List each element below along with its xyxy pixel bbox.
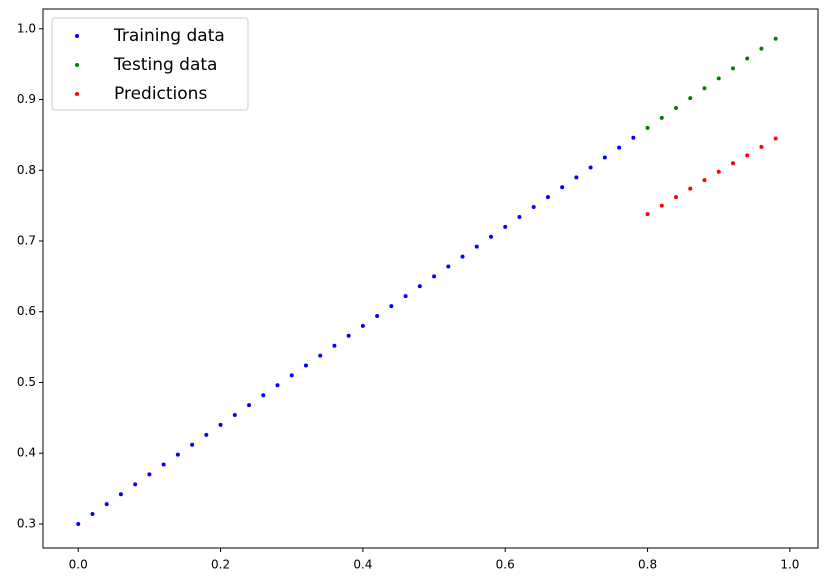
point: [745, 56, 750, 61]
point: [617, 145, 622, 150]
point: [275, 383, 280, 388]
point: [574, 175, 579, 180]
point: [503, 224, 508, 229]
point: [147, 472, 152, 477]
point: [645, 212, 650, 217]
point: [645, 125, 650, 130]
point: [375, 313, 380, 318]
point: [588, 165, 593, 170]
point: [659, 115, 664, 120]
x-tick-label: 0.0: [69, 558, 88, 572]
point: [773, 136, 778, 141]
point: [631, 135, 636, 140]
point: [247, 403, 252, 408]
point: [175, 452, 180, 457]
point: [218, 422, 223, 427]
y-tick-label: 0.3: [17, 516, 36, 530]
point: [716, 76, 721, 81]
legend-label: Predictions: [114, 84, 207, 104]
point: [745, 153, 750, 158]
point: [118, 492, 123, 497]
point: [602, 155, 607, 160]
x-tick-label: 0.4: [353, 558, 372, 572]
point: [674, 106, 679, 111]
point: [318, 353, 323, 358]
y-tick-label: 0.4: [17, 446, 36, 460]
y-tick-label: 0.7: [17, 234, 36, 248]
legend-box: [51, 17, 249, 111]
point: [702, 178, 707, 183]
point: [716, 169, 721, 174]
legend-marker: [75, 92, 79, 96]
point: [133, 482, 138, 487]
point: [759, 46, 764, 51]
point: [517, 214, 522, 219]
axes-frame: [42, 8, 819, 549]
point: [332, 343, 337, 348]
point: [190, 442, 195, 447]
point: [232, 413, 237, 418]
y-tick-label: 0.6: [17, 304, 36, 318]
point: [488, 234, 493, 239]
point: [460, 254, 465, 259]
point: [204, 432, 209, 437]
point: [389, 304, 394, 309]
point: [688, 186, 693, 191]
point: [730, 66, 735, 71]
point: [161, 462, 166, 467]
point: [545, 195, 550, 200]
point: [531, 205, 536, 210]
point: [773, 36, 778, 41]
y-tick-label: 0.5: [17, 375, 36, 389]
legend-marker: [75, 34, 79, 38]
point: [303, 363, 308, 368]
point: [346, 333, 351, 338]
y-tick-label: 0.8: [17, 163, 36, 177]
point: [104, 502, 109, 507]
y-tick-label: 0.9: [17, 92, 36, 106]
point: [446, 264, 451, 269]
point: [76, 521, 81, 526]
x-tick-label: 1.0: [780, 558, 799, 572]
x-tick-label: 0.8: [638, 558, 657, 572]
point: [659, 203, 664, 208]
point: [289, 373, 294, 378]
point: [688, 96, 693, 101]
point: [360, 323, 365, 328]
legend: Training data Testing data Predictions: [51, 17, 249, 111]
x-tick-label: 0.6: [496, 558, 515, 572]
legend-label: Testing data: [113, 55, 217, 75]
point: [674, 195, 679, 200]
point: [759, 144, 764, 149]
point: [417, 284, 422, 289]
point: [90, 512, 95, 517]
point: [403, 294, 408, 299]
point: [474, 244, 479, 249]
point: [432, 274, 437, 279]
legend-marker: [75, 63, 79, 67]
point: [702, 86, 707, 91]
point: [730, 161, 735, 166]
point: [560, 185, 565, 190]
legend-label: Training data: [113, 26, 225, 46]
x-tick-label: 0.2: [211, 558, 230, 572]
y-tick-label: 1.0: [17, 21, 36, 35]
point: [261, 393, 266, 398]
